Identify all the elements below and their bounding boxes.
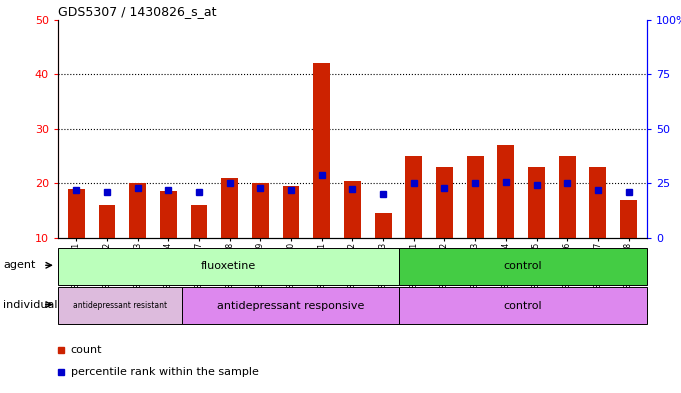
Bar [191, 205, 208, 238]
Text: antidepressant resistant: antidepressant resistant [73, 301, 167, 310]
Bar [221, 178, 238, 238]
Bar [344, 180, 361, 238]
Text: control: control [504, 301, 542, 310]
Bar [399, 287, 647, 324]
Bar [590, 167, 606, 238]
Bar [436, 167, 453, 238]
Text: GDS5307 / 1430826_s_at: GDS5307 / 1430826_s_at [58, 6, 217, 18]
Bar [313, 63, 330, 238]
Text: individual: individual [3, 299, 58, 310]
Bar [58, 287, 182, 324]
Bar [160, 191, 177, 238]
Bar [182, 287, 399, 324]
Bar [620, 200, 637, 238]
Bar [375, 213, 392, 238]
Bar [283, 186, 300, 238]
Text: count: count [71, 345, 102, 355]
Bar [466, 156, 484, 238]
Bar [528, 167, 545, 238]
Bar [252, 183, 269, 238]
Bar [497, 145, 514, 238]
Bar [558, 156, 575, 238]
Bar [68, 189, 84, 238]
Text: agent: agent [3, 260, 36, 270]
Text: fluoxetine: fluoxetine [201, 261, 256, 271]
Text: percentile rank within the sample: percentile rank within the sample [71, 367, 259, 377]
Bar [129, 183, 146, 238]
Bar [399, 248, 647, 285]
Text: control: control [504, 261, 542, 271]
Bar [405, 156, 422, 238]
Bar [58, 248, 399, 285]
Bar [99, 205, 115, 238]
Text: antidepressant responsive: antidepressant responsive [217, 301, 364, 310]
